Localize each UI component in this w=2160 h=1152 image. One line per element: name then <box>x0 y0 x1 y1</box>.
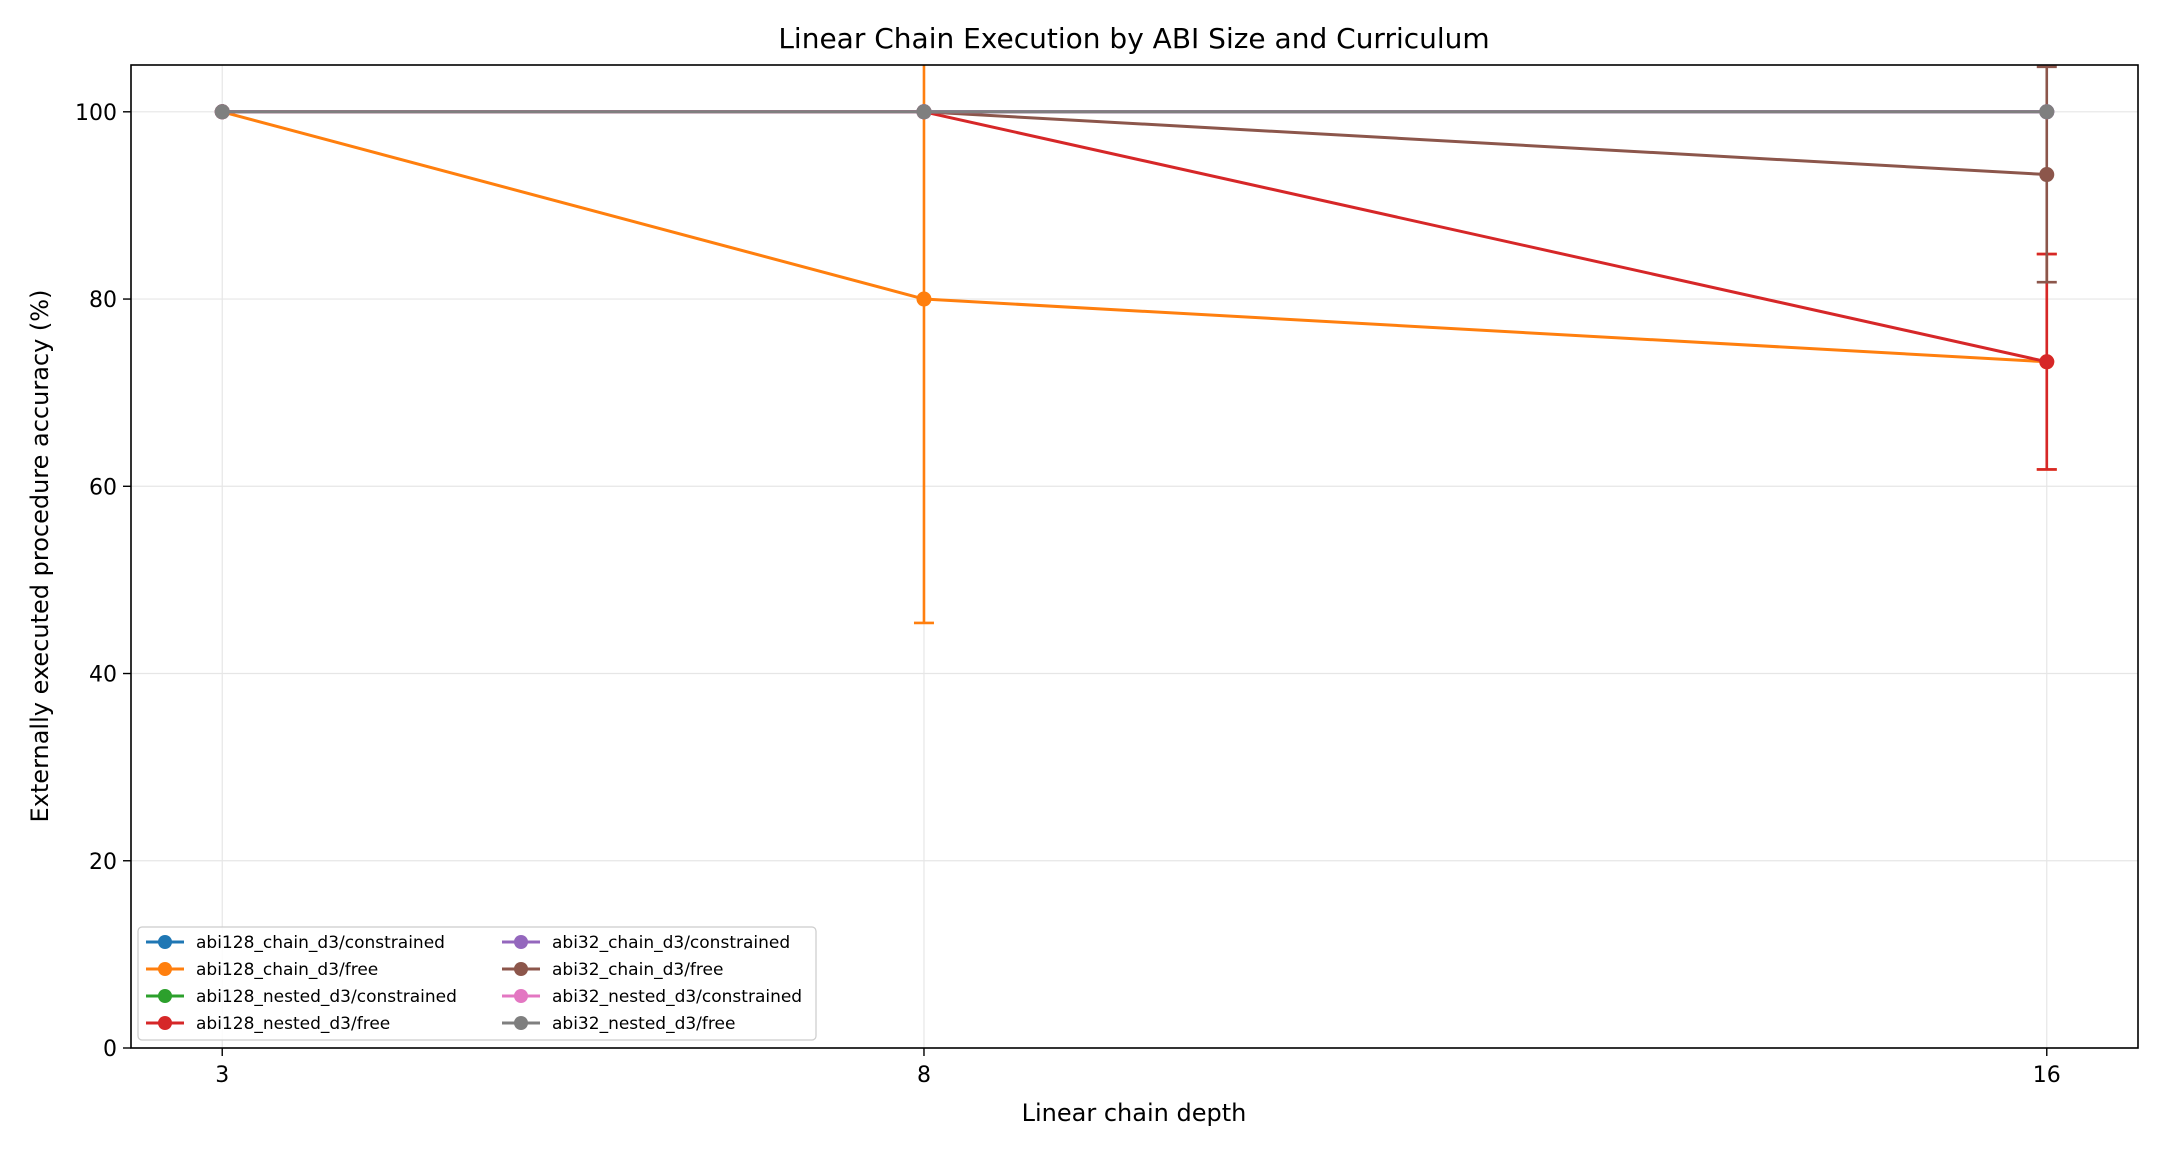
legend-swatch-marker <box>158 989 172 1003</box>
legend-item: abi128_nested_d3/free <box>146 1014 390 1034</box>
data-point <box>2039 354 2055 370</box>
legend-label: abi32_nested_d3/constrained <box>552 987 802 1007</box>
legend-swatch-marker <box>158 935 172 949</box>
y-tick-label: 0 <box>103 1037 117 1062</box>
x-tick-label: 3 <box>215 1063 229 1088</box>
legend-item: abi32_chain_d3/free <box>502 960 723 980</box>
legend-swatch-marker <box>514 962 528 976</box>
series-line <box>221 110 2047 364</box>
legend-label: abi128_chain_d3/free <box>196 960 378 980</box>
axis-ticks: 0 20 40 60 80 100 3 8 16 <box>75 101 2061 1088</box>
legend-label: abi128_nested_d3/constrained <box>196 987 457 1007</box>
data-point <box>916 104 932 120</box>
series-abi128_chain_d3/free <box>214 65 2057 625</box>
legend-item: abi32_nested_d3/free <box>502 1014 735 1034</box>
legend-swatch-marker <box>158 962 172 976</box>
series-layer <box>214 65 2057 625</box>
y-axis-label: Externally executed procedure accuracy (… <box>26 290 54 823</box>
legend-item: abi128_chain_d3/free <box>146 960 378 980</box>
data-point <box>214 104 230 120</box>
data-point <box>2039 104 2055 120</box>
legend-swatch-marker <box>514 1016 528 1030</box>
series-abi32_chain_d3/free <box>214 65 2057 284</box>
legend-label: abi32_chain_d3/constrained <box>552 933 790 953</box>
legend-item: abi32_nested_d3/constrained <box>502 987 802 1007</box>
y-tick-label: 20 <box>89 850 117 875</box>
series-line <box>222 110 2047 177</box>
legend-label: abi32_nested_d3/free <box>552 1014 735 1034</box>
y-tick-label: 40 <box>89 663 117 688</box>
legend-swatch-marker <box>514 989 528 1003</box>
legend-item: abi128_nested_d3/constrained <box>146 987 457 1007</box>
legend-label: abi32_chain_d3/free <box>552 960 723 980</box>
legend: abi128_chain_d3/constrained abi128_chain_… <box>137 926 817 1041</box>
x-tick-label: 8 <box>917 1063 931 1088</box>
legend-label: abi128_chain_d3/constrained <box>196 933 445 953</box>
y-tick-label: 100 <box>75 101 117 126</box>
y-tick-label: 60 <box>89 475 117 500</box>
data-point <box>916 291 932 307</box>
y-tick-label: 80 <box>89 288 117 313</box>
grid-lines <box>131 65 2138 1049</box>
legend-item: abi128_chain_d3/constrained <box>146 933 445 953</box>
legend-item: abi32_chain_d3/constrained <box>502 933 790 953</box>
series-abi32_nested_d3/free <box>214 104 2055 120</box>
series-line <box>222 110 2048 364</box>
legend-box <box>137 926 817 1041</box>
chart-title: Linear Chain Execution by ABI Size and C… <box>778 22 1489 55</box>
x-axis-label: Linear chain depth <box>1022 1099 1247 1127</box>
legend-swatch-marker <box>158 1016 172 1030</box>
data-point <box>2039 167 2055 183</box>
legend-label: abi128_nested_d3/free <box>196 1014 390 1034</box>
x-tick-label: 16 <box>2033 1063 2061 1088</box>
legend-swatch-marker <box>514 935 528 949</box>
plot-frame <box>130 64 2139 1049</box>
